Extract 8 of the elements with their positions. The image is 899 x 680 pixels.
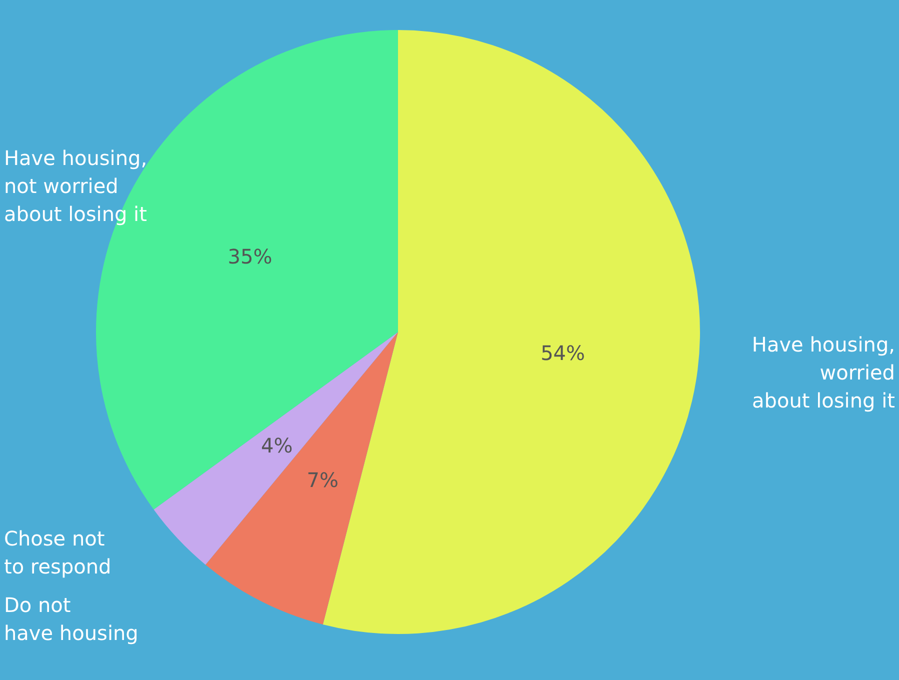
slice-label: Chose not to respond bbox=[4, 526, 112, 578]
slice-label: Have housing, not worried about losing it bbox=[4, 146, 148, 226]
slice-label: Have housing, worried about losing it bbox=[752, 332, 896, 412]
data-label: 4% bbox=[261, 434, 293, 458]
data-label: 7% bbox=[306, 468, 338, 492]
data-label: 35% bbox=[228, 244, 272, 269]
data-label: 54% bbox=[540, 340, 586, 365]
slice-label: Do not have housing bbox=[4, 592, 138, 645]
